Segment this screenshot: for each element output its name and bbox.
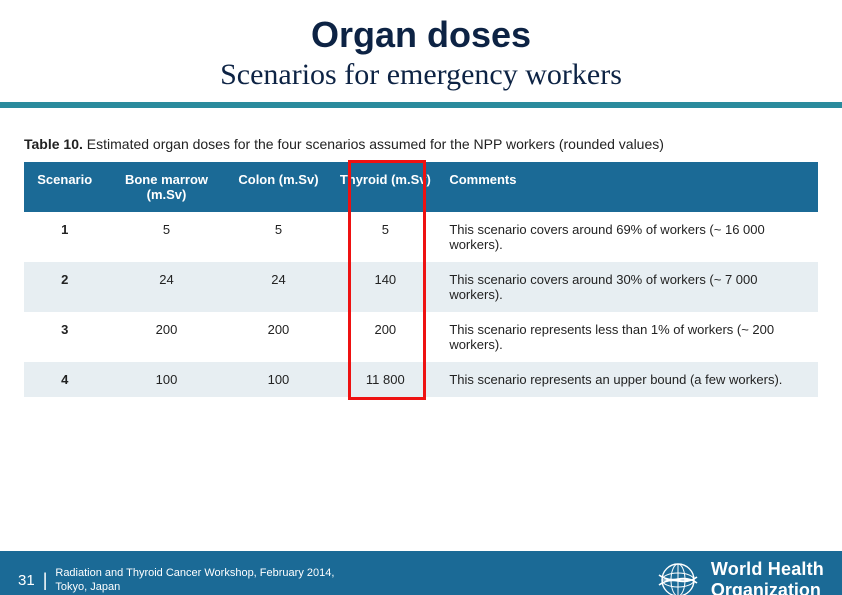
table-row: 4 100 100 11 800 This scenario represent… [24,362,818,397]
table-row: 1 5 5 5 This scenario covers around 69% … [24,212,818,262]
col-thyroid: Thyroid (m.Sv) [329,162,441,212]
col-scenario: Scenario [24,162,105,212]
footer-bar: 31 | Radiation and Thyroid Cancer Worksh… [0,551,842,595]
slide-subtitle: Scenarios for emergency workers [0,58,842,92]
cell-comment: This scenario covers around 69% of worke… [441,212,818,262]
who-emblem-icon [655,557,701,595]
cell-bone: 200 [105,312,227,362]
slide: Organ doses Scenarios for emergency work… [0,14,842,595]
table-container: Table 10. Estimated organ doses for the … [24,136,818,397]
cell-bone: 5 [105,212,227,262]
cell-colon: 5 [228,212,330,262]
table-header-row: Scenario Bone marrow (m.Sv) Colon (m.Sv)… [24,162,818,212]
cell-scenario: 3 [24,312,105,362]
table-row: 3 200 200 200 This scenario represents l… [24,312,818,362]
cell-thyroid: 5 [329,212,441,262]
footer-line1: Radiation and Thyroid Cancer Workshop, F… [55,566,334,580]
page-separator: | [43,570,48,591]
cell-thyroid: 140 [329,262,441,312]
cell-bone: 24 [105,262,227,312]
who-text: World Health Organization [711,559,824,595]
page-indicator: 31 | Radiation and Thyroid Cancer Worksh… [18,566,334,595]
cell-thyroid: 11 800 [329,362,441,397]
slide-title: Organ doses [0,14,842,56]
footer-line2: Tokyo, Japan [55,580,334,594]
cell-comment: This scenario covers around 30% of worke… [441,262,818,312]
cell-colon: 100 [228,362,330,397]
cell-comment: This scenario represents less than 1% of… [441,312,818,362]
cell-scenario: 4 [24,362,105,397]
col-colon: Colon (m.Sv) [228,162,330,212]
table-row: 2 24 24 140 This scenario covers around … [24,262,818,312]
caption-label: Table 10. [24,136,83,152]
cell-bone: 100 [105,362,227,397]
col-bone: Bone marrow (m.Sv) [105,162,227,212]
page-number: 31 [18,572,35,589]
footer-text: Radiation and Thyroid Cancer Workshop, F… [55,566,334,595]
data-table: Scenario Bone marrow (m.Sv) Colon (m.Sv)… [24,162,818,397]
cell-comment: This scenario represents an upper bound … [441,362,818,397]
cell-colon: 200 [228,312,330,362]
caption-text: Estimated organ doses for the four scena… [83,136,664,152]
table-caption: Table 10. Estimated organ doses for the … [24,136,818,152]
cell-colon: 24 [228,262,330,312]
who-line2: Organization [711,580,824,595]
col-comments: Comments [441,162,818,212]
divider-bar [0,102,842,108]
who-line1: World Health [711,559,824,580]
who-logo-block: World Health Organization [655,557,824,595]
cell-scenario: 2 [24,262,105,312]
cell-thyroid: 200 [329,312,441,362]
cell-scenario: 1 [24,212,105,262]
